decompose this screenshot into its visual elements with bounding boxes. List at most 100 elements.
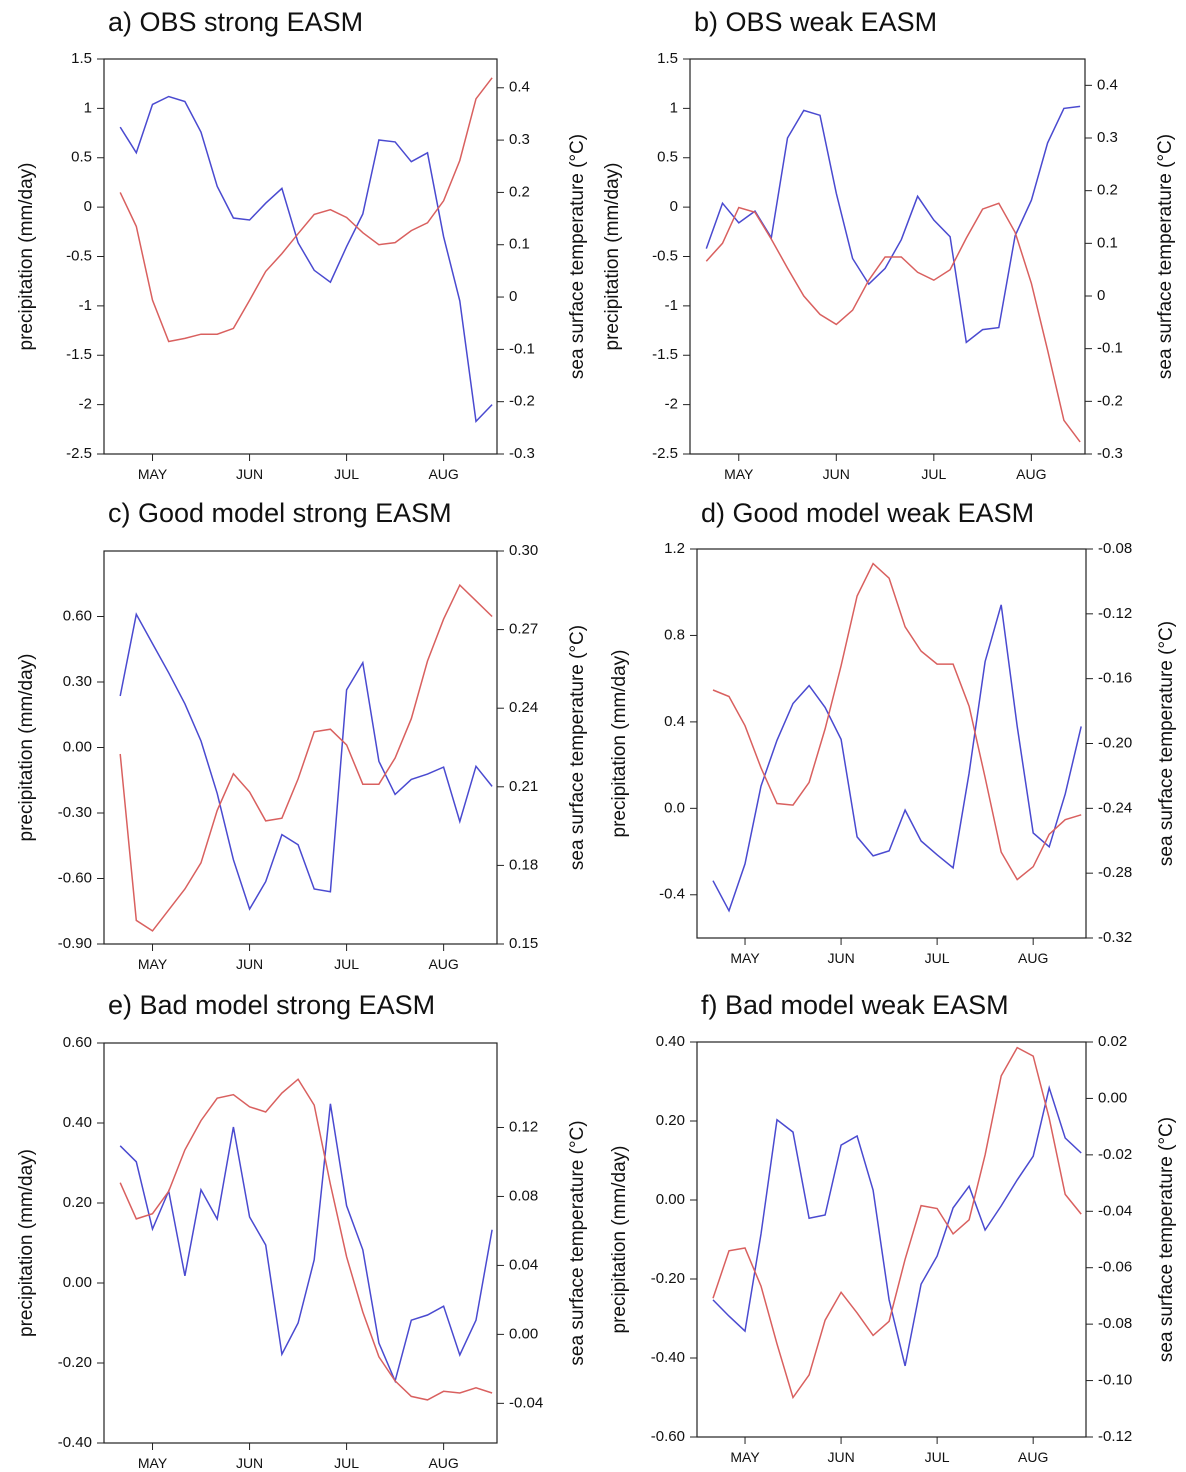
- data-line: [712, 604, 1082, 913]
- panel-title: c) Good model strong EASM: [108, 498, 452, 528]
- y-tick-label: 0.00: [656, 1191, 685, 1208]
- y-tick-label: -0.20: [651, 1270, 685, 1287]
- x-tick-label: MAY: [138, 466, 168, 482]
- plot-frame: [103, 550, 498, 945]
- data-line: [119, 1078, 493, 1401]
- plot-frame: [103, 58, 498, 455]
- y2-tick-label: -0.12: [1098, 1428, 1132, 1445]
- panel-title: f) Bad model weak EASM: [701, 990, 1009, 1020]
- x-tick-label: AUG: [428, 466, 458, 482]
- x-tick-label: JUN: [236, 1455, 263, 1471]
- y2-tick-label: -0.2: [1097, 392, 1123, 409]
- x-tick-label: JUL: [925, 950, 950, 966]
- y-tick-label: -2: [79, 396, 92, 413]
- y2-tick-label: -0.28: [1098, 864, 1132, 881]
- y2-tick-label: 0.00: [509, 1325, 538, 1342]
- y2-tick-label: 0.2: [509, 183, 530, 200]
- y2-tick-label: -0.08: [1098, 540, 1132, 557]
- y2-tick-label: 0.21: [509, 778, 538, 795]
- y-tick-label: -0.40: [58, 1434, 92, 1451]
- y-tick-label: 0.4: [664, 713, 685, 730]
- panel-title: a) OBS strong EASM: [108, 7, 363, 37]
- y2-tick-label: -0.10: [1098, 1372, 1132, 1389]
- y2-tick-label: 0.02: [1098, 1033, 1127, 1050]
- x-tick-label: JUL: [334, 1455, 359, 1471]
- y-tick-label: -1: [79, 297, 92, 314]
- y-axis-label: precipitation (mm/day): [16, 1149, 37, 1337]
- y-tick-label: -1: [665, 297, 678, 314]
- y2-tick-label: 0.3: [509, 131, 530, 148]
- y-tick-label: 0.60: [63, 1034, 92, 1051]
- y-tick-label: 1: [84, 99, 92, 116]
- y2-tick-label: 0: [509, 288, 517, 305]
- y2-tick-label: -0.20: [1098, 734, 1132, 751]
- x-tick-label: JUN: [827, 950, 854, 966]
- y-axis-label: precipitation (mm/day): [609, 650, 630, 838]
- y-axis-label: precipitation (mm/day): [602, 163, 623, 351]
- x-tick-label: AUG: [1018, 1449, 1048, 1465]
- data-line: [119, 1103, 493, 1384]
- y-tick-label: -2: [665, 396, 678, 413]
- y2-tick-label: 0.04: [509, 1256, 538, 1273]
- data-line: [119, 583, 493, 932]
- y-tick-label: -0.30: [58, 804, 92, 821]
- y2-tick-label: -0.08: [1098, 1315, 1132, 1332]
- y2-axis-label: sea surface temperature (°C): [1156, 621, 1177, 866]
- y-tick-label: -0.60: [58, 869, 92, 886]
- data-line: [119, 77, 493, 343]
- y-tick-label: -0.20: [58, 1354, 92, 1371]
- y2-tick-label: 0.24: [509, 699, 538, 716]
- y-tick-label: -0.40: [651, 1349, 685, 1366]
- x-tick-label: JUL: [921, 466, 946, 482]
- y-tick-label: -0.60: [651, 1428, 685, 1445]
- x-tick-label: JUN: [823, 466, 850, 482]
- y-tick-label: -0.90: [58, 935, 92, 952]
- plot-frame: [696, 548, 1087, 939]
- panel: a) OBS strong EASM -2.5 -2 -1.5 -1 -0.5 0 0.5 1 1…: [16, 7, 588, 482]
- plot-frame: [696, 1041, 1087, 1438]
- panel-title: b) OBS weak EASM: [694, 7, 937, 37]
- y2-tick-label: -0.04: [509, 1394, 543, 1411]
- y2-axis-label: sea surface temperature (°C): [567, 625, 588, 870]
- panel: d) Good model weak EASM -0.4 0.0 0.4 0.8 1.2 -…: [609, 498, 1177, 966]
- y2-tick-label: 0.18: [509, 856, 538, 873]
- y2-axis-label: sea surface temperature (°C): [1156, 1117, 1177, 1362]
- y2-tick-label: 0.1: [509, 236, 530, 253]
- y-tick-label: -2.5: [652, 445, 678, 462]
- y-tick-label: 1.5: [657, 50, 678, 67]
- y-tick-label: -0.4: [659, 886, 685, 903]
- y2-tick-label: -0.04: [1098, 1202, 1132, 1219]
- y2-tick-label: 0: [1097, 287, 1105, 304]
- y2-tick-label: 0.27: [509, 621, 538, 638]
- panel: e) Bad model strong EASM -0.40 -0.20 0.00 0.…: [16, 990, 588, 1471]
- data-line: [712, 1084, 1082, 1367]
- y-tick-label: 0.20: [63, 1194, 92, 1211]
- y-tick-label: 0.0: [664, 799, 685, 816]
- y-tick-label: -0.5: [652, 247, 678, 264]
- y2-tick-label: 0.08: [509, 1187, 538, 1204]
- x-tick-label: MAY: [730, 1449, 760, 1465]
- y-tick-label: 0.40: [63, 1114, 92, 1131]
- y2-tick-label: 0.30: [509, 542, 538, 559]
- x-tick-label: JUN: [827, 1449, 854, 1465]
- y-tick-label: 0.00: [63, 1274, 92, 1291]
- y2-tick-label: -0.02: [1098, 1146, 1132, 1163]
- y2-tick-label: -0.3: [1097, 445, 1123, 462]
- y2-tick-label: 0.4: [1097, 76, 1118, 93]
- y-tick-label: 0.00: [63, 738, 92, 755]
- y2-tick-label: 0.15: [509, 935, 538, 952]
- panel: f) Bad model weak EASM -0.60 -0.40 -0.20 0.0…: [609, 990, 1177, 1465]
- x-tick-label: JUN: [236, 956, 263, 972]
- y-tick-label: 1: [670, 99, 678, 116]
- y2-axis-label: sea surface temperature (°C): [567, 1120, 588, 1365]
- data-line: [119, 612, 493, 911]
- x-tick-label: JUL: [925, 1449, 950, 1465]
- x-tick-label: AUG: [1016, 466, 1046, 482]
- y2-tick-label: 0.00: [1098, 1089, 1127, 1106]
- panel: b) OBS weak EASM -2.5 -2 -1.5 -1 -0.5 0 0.5 1 1.5…: [602, 7, 1176, 482]
- x-tick-label: AUG: [1018, 950, 1048, 966]
- y2-tick-label: 0.12: [509, 1118, 538, 1135]
- y2-axis-label: sea surface temperature (°C): [567, 134, 588, 379]
- y2-tick-label: -0.2: [509, 393, 535, 410]
